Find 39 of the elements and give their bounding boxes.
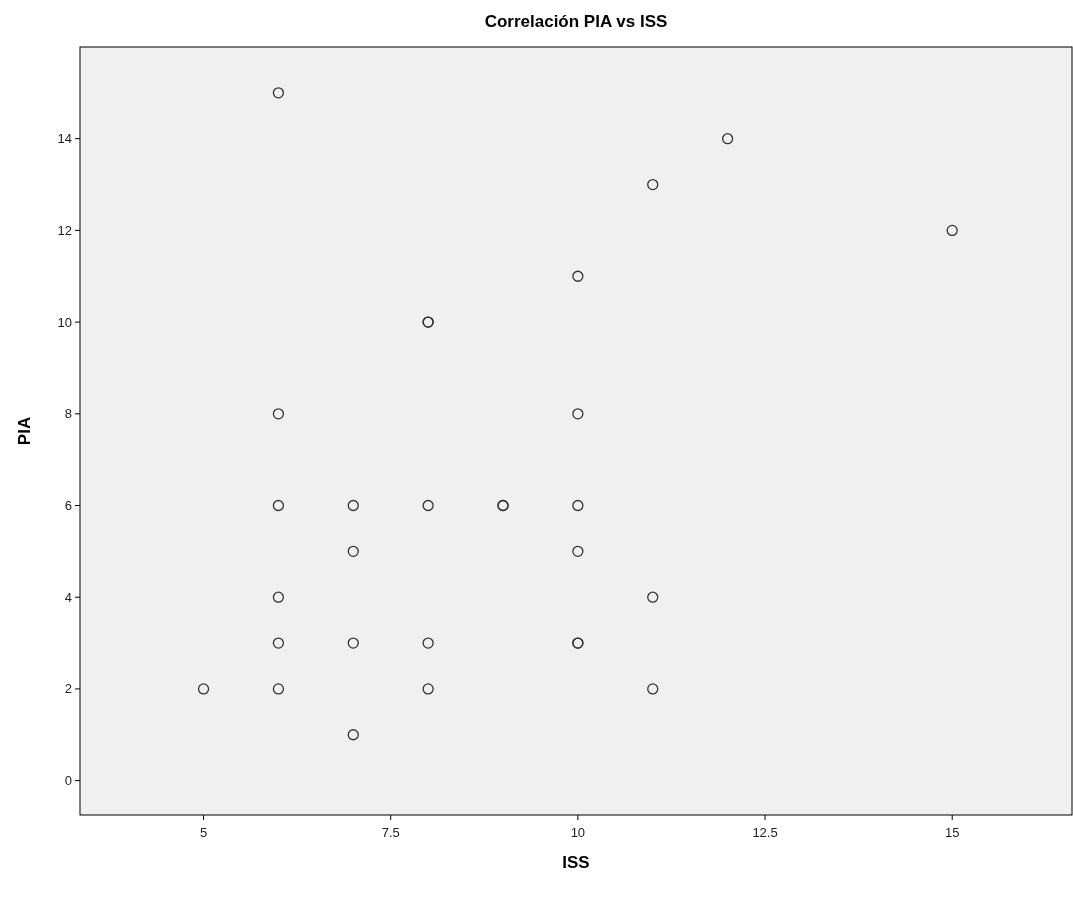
point bbox=[272, 683, 285, 695]
y-axis-title: PIA bbox=[15, 416, 34, 446]
point bbox=[347, 637, 359, 649]
point bbox=[721, 133, 734, 145]
point bbox=[422, 637, 434, 649]
point bbox=[422, 499, 434, 512]
x-tick-label: 7.5 bbox=[381, 825, 400, 840]
point bbox=[647, 683, 659, 695]
point bbox=[647, 591, 659, 603]
point bbox=[647, 178, 659, 191]
point bbox=[572, 499, 584, 512]
point bbox=[197, 683, 210, 695]
y-tick-label: 0 bbox=[64, 773, 72, 789]
point bbox=[347, 729, 359, 741]
y-tick-label: 8 bbox=[64, 406, 72, 422]
y-tick-label: 2 bbox=[64, 681, 72, 697]
y-tick-label: 6 bbox=[64, 498, 72, 514]
chart-title: Correlación PIA vs ISS bbox=[484, 12, 668, 31]
point bbox=[572, 270, 584, 282]
y-tick-label: 14 bbox=[57, 131, 72, 147]
y-tick-label: 12 bbox=[57, 222, 72, 238]
point bbox=[572, 408, 584, 420]
x-tick-label: 10 bbox=[570, 825, 586, 840]
x-tick-label: 12.5 bbox=[752, 825, 778, 840]
point bbox=[272, 499, 285, 512]
y-tick-label: 10 bbox=[57, 314, 72, 330]
y-tick-label: 4 bbox=[64, 589, 72, 605]
point bbox=[347, 499, 359, 512]
point bbox=[347, 545, 359, 558]
point bbox=[272, 408, 285, 420]
x-tick-label: 15 bbox=[944, 825, 960, 840]
x-tick-label: 5 bbox=[199, 825, 208, 840]
point bbox=[272, 591, 285, 603]
point bbox=[422, 683, 434, 695]
point bbox=[946, 224, 958, 237]
point bbox=[272, 87, 285, 99]
point bbox=[272, 637, 285, 649]
x-axis-title: ISS bbox=[562, 853, 590, 872]
point bbox=[572, 545, 584, 558]
